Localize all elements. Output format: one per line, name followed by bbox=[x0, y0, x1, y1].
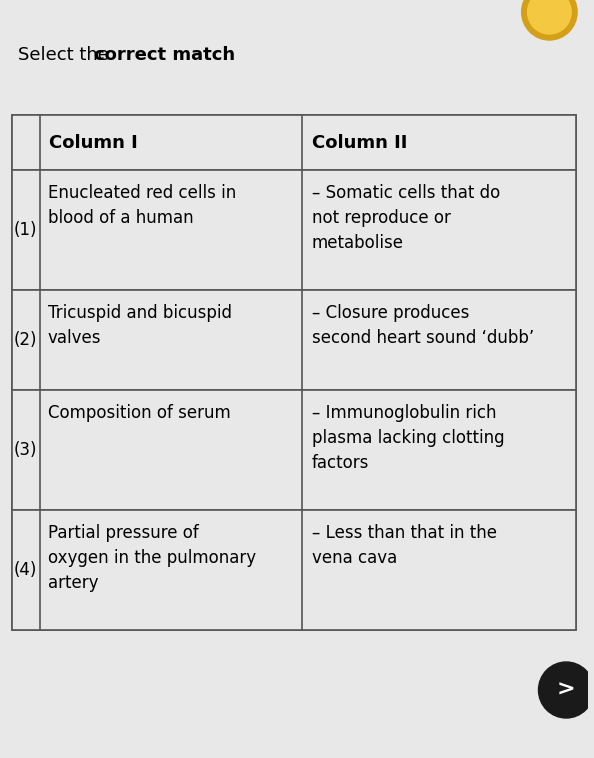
Text: Column II: Column II bbox=[312, 133, 407, 152]
Text: Composition of serum: Composition of serum bbox=[48, 404, 230, 422]
Text: – Immunoglobulin rich
plasma lacking clotting
factors: – Immunoglobulin rich plasma lacking clo… bbox=[312, 404, 504, 472]
Text: (4): (4) bbox=[14, 561, 37, 579]
Bar bbox=[12, 115, 576, 170]
Bar bbox=[12, 390, 576, 510]
Text: Tricuspid and bicuspid
valves: Tricuspid and bicuspid valves bbox=[48, 304, 232, 347]
Circle shape bbox=[527, 0, 571, 34]
Text: (2): (2) bbox=[14, 331, 37, 349]
Bar bbox=[12, 290, 576, 390]
Text: – Closure produces
second heart sound ‘dubb’: – Closure produces second heart sound ‘d… bbox=[312, 304, 534, 347]
Text: correct match: correct match bbox=[94, 46, 235, 64]
Text: Partial pressure of
oxygen in the pulmonary
artery: Partial pressure of oxygen in the pulmon… bbox=[48, 524, 255, 592]
Text: (3): (3) bbox=[14, 441, 37, 459]
Bar bbox=[12, 115, 576, 630]
Text: Column I: Column I bbox=[49, 133, 138, 152]
Text: – Somatic cells that do
not reproduce or
metabolise: – Somatic cells that do not reproduce or… bbox=[312, 184, 500, 252]
Text: (1): (1) bbox=[14, 221, 37, 239]
Circle shape bbox=[522, 0, 577, 40]
Text: – Less than that in the
vena cava: – Less than that in the vena cava bbox=[312, 524, 497, 567]
Text: >: > bbox=[557, 680, 576, 700]
Text: Enucleated red cells in
blood of a human: Enucleated red cells in blood of a human bbox=[48, 184, 236, 227]
Text: Select the: Select the bbox=[18, 46, 115, 64]
Bar bbox=[12, 170, 576, 290]
Circle shape bbox=[539, 662, 594, 718]
Bar bbox=[12, 510, 576, 630]
